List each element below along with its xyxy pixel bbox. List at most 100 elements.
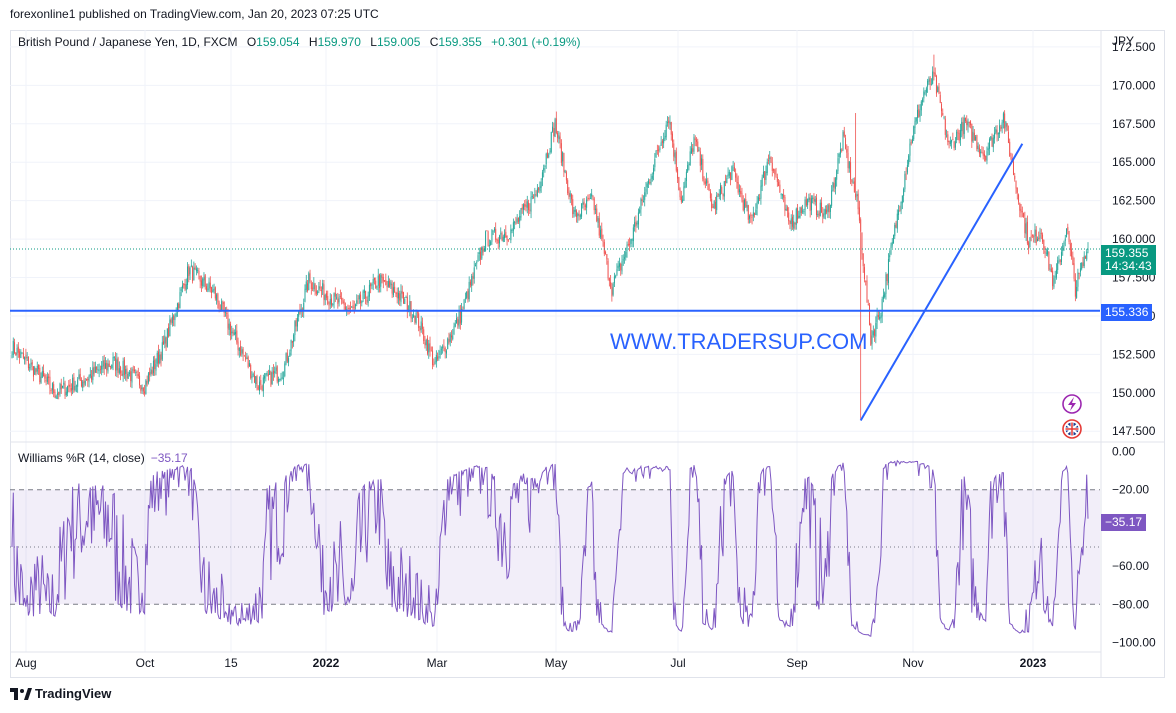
uk-flag-icon[interactable] (1062, 419, 1082, 439)
candle-body (809, 197, 811, 211)
open-label: O (246, 35, 257, 49)
candle-body (889, 255, 891, 258)
candle-body (572, 199, 574, 215)
candle-body (36, 365, 38, 372)
time-tick-label: 2022 (313, 656, 340, 670)
candle-body (1055, 269, 1057, 278)
candle-body (157, 351, 159, 364)
candle-body (608, 278, 610, 282)
candle-body (200, 280, 202, 286)
candle-body (933, 72, 935, 74)
candle-body (17, 346, 19, 353)
candle-body (709, 191, 711, 199)
candle-body (379, 274, 381, 289)
candle-body (188, 266, 190, 277)
candle-body (1069, 243, 1071, 251)
candle-body (923, 91, 925, 99)
candle-body (745, 198, 747, 207)
candle-body (472, 276, 474, 279)
candle-body (317, 291, 319, 294)
williams-legend[interactable]: Williams %R (14, close) −35.17 (18, 451, 188, 465)
candle-body (82, 381, 84, 389)
candle-body (166, 328, 168, 347)
candle-body (706, 179, 708, 184)
candle-body (805, 199, 807, 206)
candle-body (322, 283, 324, 290)
candle-body (721, 187, 723, 194)
candle-body (598, 218, 600, 236)
candle-body (62, 385, 64, 388)
candle-body (1078, 273, 1080, 274)
drawing-annotations[interactable] (10, 143, 1100, 421)
candle-body (581, 203, 583, 217)
candle-body (764, 171, 766, 180)
candle-body (1036, 238, 1038, 242)
candle-body (841, 149, 843, 151)
candle-body (990, 136, 992, 140)
candle-body (939, 95, 941, 103)
candle-body (333, 293, 335, 304)
candle-body (1042, 234, 1044, 242)
candle-body (84, 380, 86, 385)
candle-body (716, 195, 718, 211)
candle-body (861, 232, 863, 255)
candle-body (632, 227, 634, 242)
tradingview-footer[interactable]: TradingView (10, 686, 111, 701)
lightning-icon[interactable] (1062, 394, 1082, 414)
candle-body (1040, 232, 1042, 235)
candle-body (924, 92, 926, 94)
candle-body (589, 198, 591, 200)
price-tick-label: 172.500 (1112, 40, 1156, 54)
symbol-legend[interactable]: British Pound / Japanese Yen, 1D, FXCM O… (18, 35, 581, 49)
candle-body (170, 319, 172, 323)
candle-body (491, 229, 493, 242)
candle-body (863, 267, 865, 280)
candle-body (977, 145, 979, 149)
candle-body (903, 188, 905, 196)
candle-body (39, 367, 41, 383)
candle-body (865, 280, 867, 282)
candle-body (495, 228, 497, 240)
candle-body (237, 341, 239, 350)
candle-body (833, 183, 835, 188)
candle-body (869, 304, 871, 326)
candle-body (1068, 230, 1070, 242)
candle-body (634, 222, 636, 227)
candle-body (544, 165, 546, 167)
candle-body (38, 364, 40, 370)
candle-body (214, 287, 216, 299)
candle-body (102, 360, 104, 367)
candle-body (1039, 234, 1041, 239)
candle-body (77, 379, 79, 387)
candle-body (26, 357, 28, 358)
candle-body (458, 311, 460, 327)
candle-body (256, 375, 258, 387)
candle-body (1025, 223, 1027, 235)
candle-body (743, 199, 745, 210)
candle-body (688, 163, 690, 166)
candle-body (661, 140, 663, 143)
candle-body (807, 198, 809, 206)
candle-body (531, 196, 533, 198)
candle-body (424, 342, 426, 346)
candle-body (751, 216, 753, 218)
candle-body (1082, 262, 1084, 266)
candle-body (11, 355, 13, 359)
candle-body (425, 340, 427, 346)
candle-body (27, 356, 29, 369)
candle-body (871, 335, 873, 344)
candle-body (154, 359, 156, 370)
candle-body (872, 331, 874, 336)
price-tick-label: 167.500 (1112, 117, 1156, 131)
gridlines (10, 30, 1100, 652)
candle-body (790, 218, 792, 225)
candle-body (851, 179, 853, 183)
candle-body (702, 158, 704, 180)
candle-body (1010, 156, 1012, 159)
candle-body (30, 362, 32, 367)
candle-body (630, 239, 632, 244)
candle-body (533, 197, 535, 198)
candle-body (988, 139, 990, 149)
candle-body (209, 282, 211, 289)
